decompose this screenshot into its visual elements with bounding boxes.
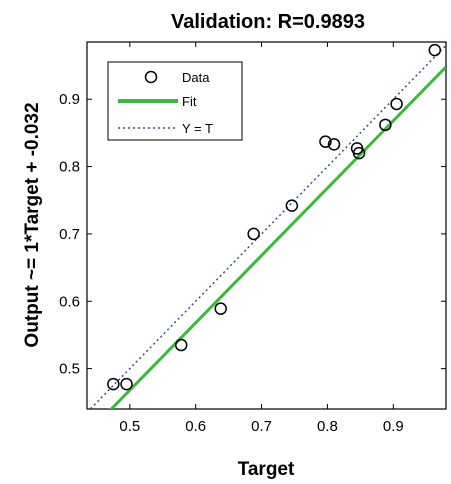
identity-line	[89, 44, 446, 409]
x-tick-label: 0.6	[185, 418, 206, 435]
data-point	[428, 43, 442, 57]
y-tick-label: 0.9	[59, 91, 80, 108]
legend-data-marker	[144, 70, 158, 84]
plot-lines	[89, 44, 446, 409]
legend-data-label: Data	[182, 70, 210, 85]
data-point	[285, 199, 299, 212]
data-point	[379, 118, 392, 132]
y-tick-label: 0.8	[59, 159, 80, 176]
data-point	[319, 135, 332, 148]
fit-line	[109, 65, 446, 409]
data-point	[174, 338, 188, 352]
y-tick-label: 0.6	[59, 293, 80, 310]
data-point	[327, 138, 341, 151]
x-tick-label: 0.8	[317, 418, 338, 435]
x-tick-label: 0.5	[119, 418, 140, 435]
chart-title: Validation: R=0.9893	[171, 11, 365, 33]
x-axis-ticks: 0.5 0.6 0.7 0.8 0.9	[119, 42, 404, 435]
data-point	[247, 227, 260, 241]
x-axis-label: Target	[238, 459, 295, 480]
legend-fit-label: Fit	[182, 94, 197, 109]
legend: Data Fit Y = T	[107, 61, 243, 141]
y-tick-label: 0.5	[59, 361, 80, 378]
x-tick-label: 0.9	[383, 418, 404, 435]
data-point	[120, 377, 133, 391]
data-markers	[107, 43, 442, 391]
y-axis-label: Output ~= 1*Target + -0.032	[22, 102, 43, 347]
data-point	[352, 146, 366, 160]
data-point	[214, 302, 227, 315]
x-tick-label: 0.7	[251, 418, 272, 435]
data-point	[390, 97, 403, 111]
data-point	[107, 377, 120, 391]
y-axis-ticks: 0.5 0.6 0.7 0.8 0.9	[59, 91, 446, 378]
legend-identity-label: Y = T	[182, 121, 213, 136]
y-tick-label: 0.7	[59, 226, 80, 243]
